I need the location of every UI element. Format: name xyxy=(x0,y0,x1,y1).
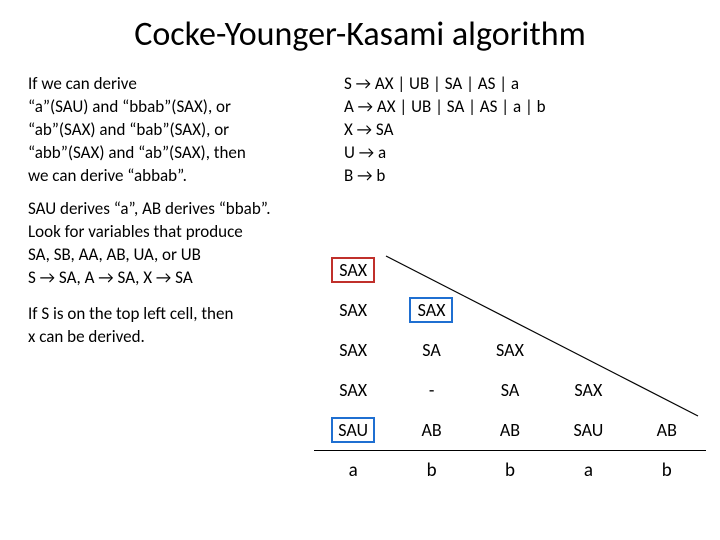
cyk-cell: SA xyxy=(471,370,549,410)
cyk-cell: SAX xyxy=(392,290,470,330)
bottom-paragraph: If S is on the top left cell, thenx can … xyxy=(28,303,288,349)
table-row: SAX-SASAX xyxy=(314,370,706,410)
cyk-cell: SAX xyxy=(471,330,549,370)
table-row: SAXSASAX xyxy=(314,330,706,370)
cyk-cell: SAU xyxy=(549,410,627,450)
page-title: Cocke-Younger-Kasami algorithm xyxy=(28,14,692,55)
cyk-cell xyxy=(471,290,549,330)
input-cell: a xyxy=(314,450,392,490)
cyk-cell xyxy=(471,250,549,290)
input-cell: b xyxy=(628,450,706,490)
grammar-rules: S → AX | UB | SA | AS | aA → AX | UB | S… xyxy=(344,73,664,188)
cyk-cell: AB xyxy=(628,410,706,450)
cyk-table: SAXSAXSAXSAXSASAXSAX-SASAXSAUABABSAUABab… xyxy=(314,250,706,490)
cyk-cell: SAX xyxy=(314,370,392,410)
input-cell: b xyxy=(471,450,549,490)
cyk-cell xyxy=(549,290,627,330)
table-row: SAX xyxy=(314,250,706,290)
table-row: SAXSAX xyxy=(314,290,706,330)
cyk-cell: SA xyxy=(392,330,470,370)
cyk-cell xyxy=(549,250,627,290)
cyk-cell: - xyxy=(392,370,470,410)
cyk-cell: SAX xyxy=(549,370,627,410)
cyk-cell xyxy=(628,250,706,290)
derive-paragraph: If we can derive“a”(SAU) and “bbab”(SAX)… xyxy=(28,73,308,188)
cyk-cell xyxy=(392,250,470,290)
cyk-cell: SAU xyxy=(314,410,392,450)
cyk-cell: AB xyxy=(471,410,549,450)
input-cell: a xyxy=(549,450,627,490)
cyk-cell xyxy=(628,370,706,410)
cyk-cell: SAX xyxy=(314,330,392,370)
input-row: abbab xyxy=(314,450,706,490)
cyk-cell xyxy=(628,330,706,370)
cyk-cell: AB xyxy=(392,410,470,450)
cyk-cell: SAX xyxy=(314,290,392,330)
cyk-cell xyxy=(549,330,627,370)
top-row: If we can derive“a”(SAU) and “bbab”(SAX)… xyxy=(28,73,692,188)
table-row: SAUABABSAUAB xyxy=(314,410,706,450)
input-cell: b xyxy=(392,450,470,490)
cyk-cell xyxy=(628,290,706,330)
cyk-cell: SAX xyxy=(314,250,392,290)
cyk-table-region: SAXSAXSAXSAXSASAXSAX-SASAXSAUABABSAUABab… xyxy=(314,250,706,490)
mid-paragraph: SAU derives “a”, AB derives “bbab”.Look … xyxy=(28,198,328,290)
